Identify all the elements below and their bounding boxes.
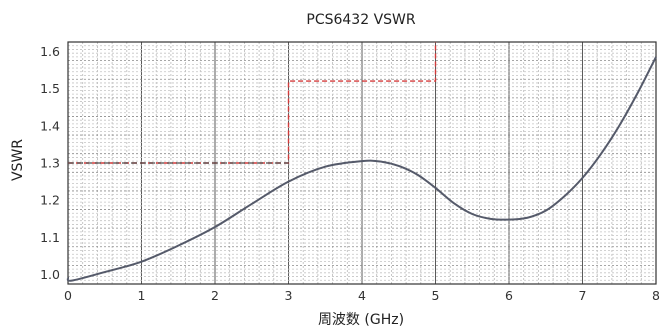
y-tick-label: 1.6	[40, 44, 60, 59]
y-tick-label: 1.0	[40, 267, 60, 282]
chart-title: PCS6432 VSWR	[306, 12, 415, 28]
x-tick-label: 8	[652, 288, 660, 303]
tick-labels: 0 1 2 3 4 5 6 7 8 1.0 1.1 1.2 1.3 1.4 1.5 1.6	[40, 44, 660, 303]
x-tick-label: 1	[138, 288, 146, 303]
series-lines	[66, 56, 657, 282]
y-tick-label: 1.3	[40, 156, 60, 171]
spec-limit-line	[68, 42, 437, 164]
y-tick-label: 1.4	[40, 118, 60, 133]
y-axis-title: VSWR	[10, 139, 26, 181]
x-tick-label: 7	[579, 288, 587, 303]
spec-limit-lines	[68, 42, 437, 164]
x-tick-label: 2	[211, 288, 219, 303]
y-tick-label: 1.2	[40, 193, 60, 208]
x-tick-label: 5	[432, 288, 440, 303]
x-tick-label: 6	[505, 288, 513, 303]
y-tick-label: 1.1	[40, 230, 60, 245]
y-tick-label: 1.5	[40, 81, 60, 96]
vswr-series-line	[66, 56, 657, 282]
x-axis-title: 周波数 (GHz)	[318, 312, 404, 328]
x-tick-label: 3	[285, 288, 293, 303]
x-tick-label: 0	[64, 288, 72, 303]
x-tick-label: 4	[358, 288, 366, 303]
